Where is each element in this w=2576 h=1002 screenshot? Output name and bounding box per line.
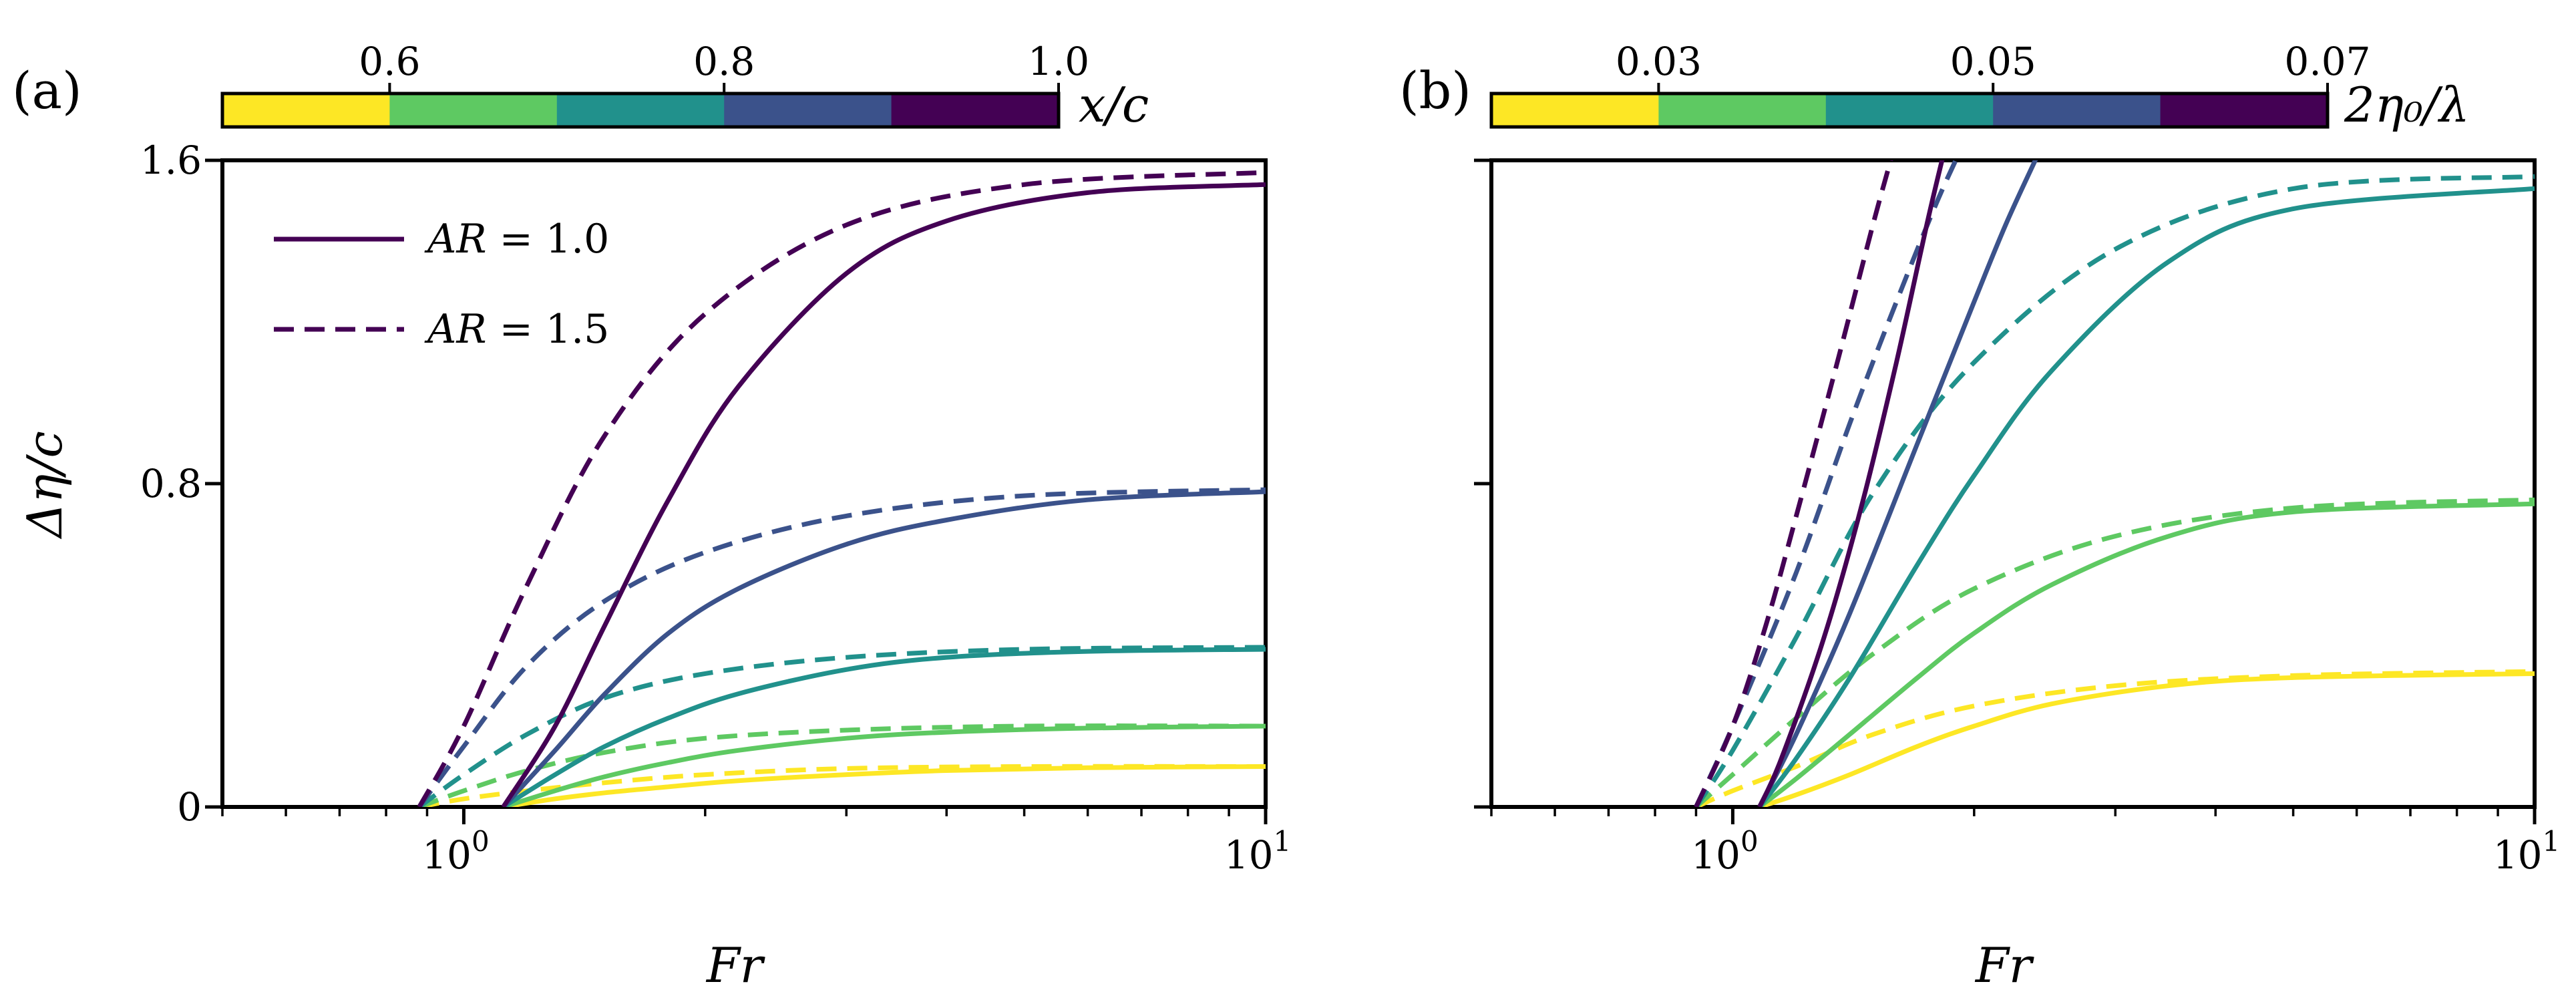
x-axis-label-a: Fr xyxy=(705,937,765,993)
series-b-6-dashed-line xyxy=(1694,174,2535,807)
x-tick-label-b: 101 xyxy=(2493,825,2561,878)
colorbar-b-segment-2 xyxy=(1658,94,1827,127)
colorbar-a-segment-1 xyxy=(222,94,390,127)
colorbar-b-tick-label: 0.07 xyxy=(2284,39,2370,84)
series-b-5-solid-line xyxy=(1757,186,2535,807)
plot-frame-b xyxy=(1489,158,2537,809)
colorbar-b-segment-5 xyxy=(2160,94,2328,127)
x-axis-label-b: Fr xyxy=(1974,937,2034,993)
colorbar-a-segment-5 xyxy=(891,94,1059,127)
colorbar-a-segment-2 xyxy=(389,94,558,127)
series-b-2-dashed-line xyxy=(1695,669,2535,807)
series-a-1-solid-line xyxy=(502,764,1266,807)
colorbar-a-segment-3 xyxy=(556,94,725,127)
plot-lines-b xyxy=(1694,160,2535,807)
x-tick-label-a: 101 xyxy=(1224,825,1292,878)
y-tick-label-a: 0.8 xyxy=(140,461,202,506)
series-b-9-solid-line xyxy=(1757,160,1945,807)
colorbar-a: 0.6 0.8 1.0 xyxy=(220,39,1089,129)
x-tick-label-b: 100 xyxy=(1691,825,1759,878)
colorbar-a-tick-label: 0.6 xyxy=(359,39,420,84)
colorbar-b-segment-1 xyxy=(1491,94,1659,127)
axes-a: 100 101 0 0.8 1.6 xyxy=(140,138,1292,878)
colorbar-a-label: x/c xyxy=(1079,77,1149,133)
plot-frame-a xyxy=(220,158,1268,809)
colorbar-a-segment-4 xyxy=(724,94,892,127)
legend-a-label-dashed: AR = 1.5 xyxy=(424,306,609,353)
y-axis-label-a: Δη/c xyxy=(17,431,73,540)
series-a-5-solid-line xyxy=(502,647,1266,807)
colorbar-b-tick-label: 0.05 xyxy=(1950,39,2036,84)
axes-b: 100 101 xyxy=(1474,158,2561,878)
series-a-2-dashed-line xyxy=(419,764,1266,807)
colorbar-b-segment-4 xyxy=(1993,94,2161,127)
series-a-4-dashed-line xyxy=(418,723,1266,807)
series-b-10-dashed-line xyxy=(1694,160,1893,807)
series-b-3-solid-line xyxy=(1758,501,2535,807)
series-b-4-dashed-line xyxy=(1694,497,2535,807)
colorbar-b: 0.03 0.05 0.07 xyxy=(1489,39,2371,129)
colorbar-b-frame xyxy=(1489,92,2330,129)
colorbar-b-label: 2η₀/λ xyxy=(2344,77,2470,133)
series-a-7-solid-line xyxy=(501,489,1266,807)
panel-a-label: (a) xyxy=(12,61,82,120)
series-b-7-solid-line xyxy=(1757,160,2038,807)
colorbar-b-segment-3 xyxy=(1825,94,1994,127)
y-tick-label-a: 0 xyxy=(177,784,202,830)
series-a-9-solid-line xyxy=(501,182,1266,807)
legend-a: AR = 1.0 AR = 1.5 xyxy=(274,216,609,353)
colorbar-a-frame xyxy=(220,92,1061,129)
plot-lines-a xyxy=(417,170,1266,807)
series-b-1-solid-line xyxy=(1759,671,2535,807)
series-a-10-dashed-line xyxy=(417,170,1266,807)
colorbar-a-tick-label: 0.8 xyxy=(693,39,755,84)
y-tick-label-a: 1.6 xyxy=(140,138,202,183)
legend-a-label-solid: AR = 1.0 xyxy=(424,216,609,263)
colorbar-a-tick-label: 1.0 xyxy=(1028,39,1089,84)
colorbar-b-tick-label: 0.03 xyxy=(1616,39,1702,84)
panel-b-label: (b) xyxy=(1399,61,1471,120)
panel-b: (b) 0.03 0.05 0.07 2η₀/λ 100 101 Fr xyxy=(1399,39,2560,993)
x-tick-label-a: 100 xyxy=(422,825,490,878)
